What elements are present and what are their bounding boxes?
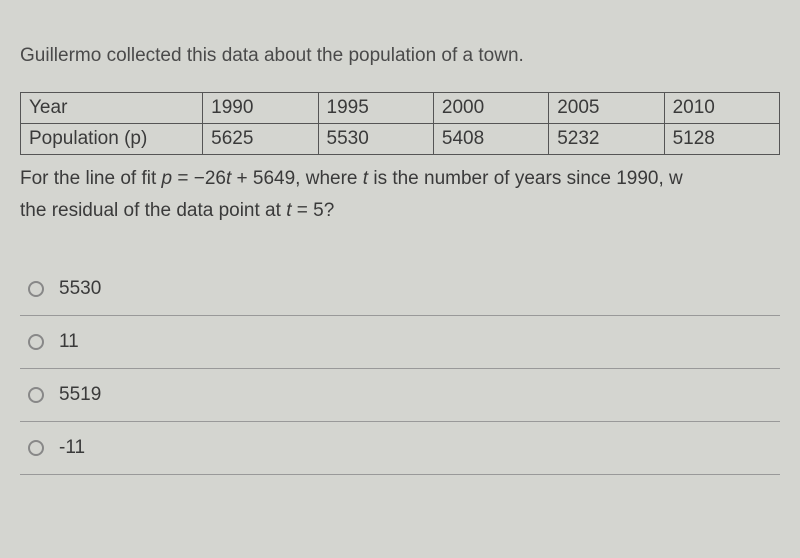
table-cell: 5530: [318, 124, 433, 155]
radio-icon: [28, 334, 44, 350]
option-row[interactable]: 5530: [20, 263, 780, 316]
table-cell: 2000: [433, 93, 548, 124]
table-cell: 2010: [664, 93, 779, 124]
options-container: 5530 11 5519 -11: [20, 263, 780, 475]
option-label: 5519: [59, 384, 101, 406]
radio-icon: [28, 387, 44, 403]
table-cell: 2005: [549, 93, 664, 124]
data-table: Year 1990 1995 2000 2005 2010 Population…: [20, 92, 780, 155]
question-intro: Guillermo collected this data about the …: [20, 45, 780, 67]
option-label: 5530: [59, 278, 101, 300]
table-cell: 5408: [433, 124, 548, 155]
option-label: 11: [59, 331, 79, 353]
option-row[interactable]: -11: [20, 422, 780, 475]
table-cell: 1995: [318, 93, 433, 124]
table-cell: 5128: [664, 124, 779, 155]
table-cell: 1990: [203, 93, 318, 124]
table-data-row: Population (p) 5625 5530 5408 5232 5128: [21, 124, 780, 155]
equation-text: For the line of fit p = −26t + 5649, whe…: [20, 163, 780, 228]
radio-icon: [28, 440, 44, 456]
table-cell: 5625: [203, 124, 318, 155]
option-row[interactable]: 5519: [20, 369, 780, 422]
radio-icon: [28, 281, 44, 297]
table-cell: 5232: [549, 124, 664, 155]
table-header-row: Year 1990 1995 2000 2005 2010: [21, 93, 780, 124]
table-cell: Year: [21, 93, 203, 124]
option-label: -11: [59, 437, 85, 459]
table-cell: Population (p): [21, 124, 203, 155]
option-row[interactable]: 11: [20, 316, 780, 369]
